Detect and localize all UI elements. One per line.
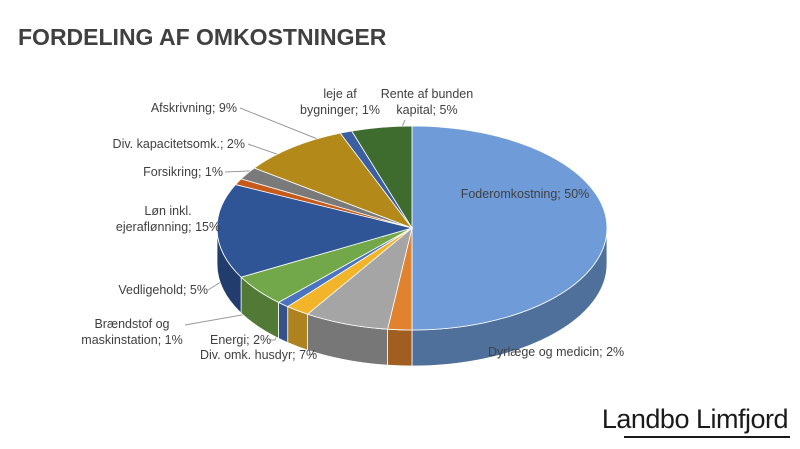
chart-title: FORDELING AF OMKOSTNINGER — [18, 24, 387, 50]
slice — [216, 184, 414, 278]
data-label: Foderomkostning; 50% — [460, 187, 590, 201]
data-label: Forsikring; 1% — [143, 165, 223, 179]
slice-side — [387, 328, 413, 367]
data-label: Vedligehold; 5% — [118, 283, 208, 297]
slice — [351, 125, 413, 230]
logo-underline — [624, 436, 790, 438]
data-label: leje af bygninger; 1% — [300, 87, 380, 117]
logo: Landbo Limfjord — [601, 404, 789, 434]
data-label: Løn inkl. ejeraflønning; 15% — [115, 204, 221, 234]
data-label: Energi; 2% — [210, 333, 272, 347]
leader-line — [239, 107, 321, 141]
slice — [253, 132, 414, 229]
data-label: Rente af bunden kapital; 5% — [380, 87, 474, 117]
data-label: Afskrivning; 9% — [150, 101, 237, 115]
data-label: Div. kapacitetsomk.; 2% — [112, 137, 245, 151]
data-label: Div. omk. husdyr; 7% — [200, 348, 318, 362]
slice — [411, 125, 608, 331]
data-label: Dyrlæge og medicin; 2% — [488, 345, 625, 359]
data-label: Brændstof og maskinstation; 1% — [81, 317, 183, 347]
